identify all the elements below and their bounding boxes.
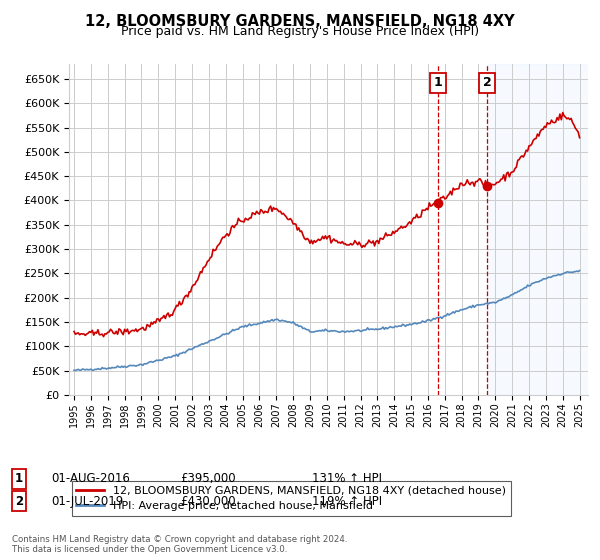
Text: £395,000: £395,000: [180, 472, 236, 486]
Text: 1: 1: [433, 76, 442, 89]
Text: £430,000: £430,000: [180, 494, 236, 508]
Text: 01-JUL-2019: 01-JUL-2019: [51, 494, 123, 508]
Text: 12, BLOOMSBURY GARDENS, MANSFIELD, NG18 4XY: 12, BLOOMSBURY GARDENS, MANSFIELD, NG18 …: [85, 14, 515, 29]
Text: 1: 1: [15, 472, 23, 486]
Bar: [487, 64, 588, 395]
Text: 119% ↑ HPI: 119% ↑ HPI: [312, 494, 382, 508]
Text: 2: 2: [15, 494, 23, 508]
Text: 2: 2: [482, 76, 491, 89]
Text: Contains HM Land Registry data © Crown copyright and database right 2024.
This d: Contains HM Land Registry data © Crown c…: [12, 535, 347, 554]
Text: 131% ↑ HPI: 131% ↑ HPI: [312, 472, 382, 486]
Text: 01-AUG-2016: 01-AUG-2016: [51, 472, 130, 486]
Text: Price paid vs. HM Land Registry's House Price Index (HPI): Price paid vs. HM Land Registry's House …: [121, 25, 479, 38]
Legend: 12, BLOOMSBURY GARDENS, MANSFIELD, NG18 4XY (detached house), HPI: Average price: 12, BLOOMSBURY GARDENS, MANSFIELD, NG18 …: [72, 481, 511, 516]
